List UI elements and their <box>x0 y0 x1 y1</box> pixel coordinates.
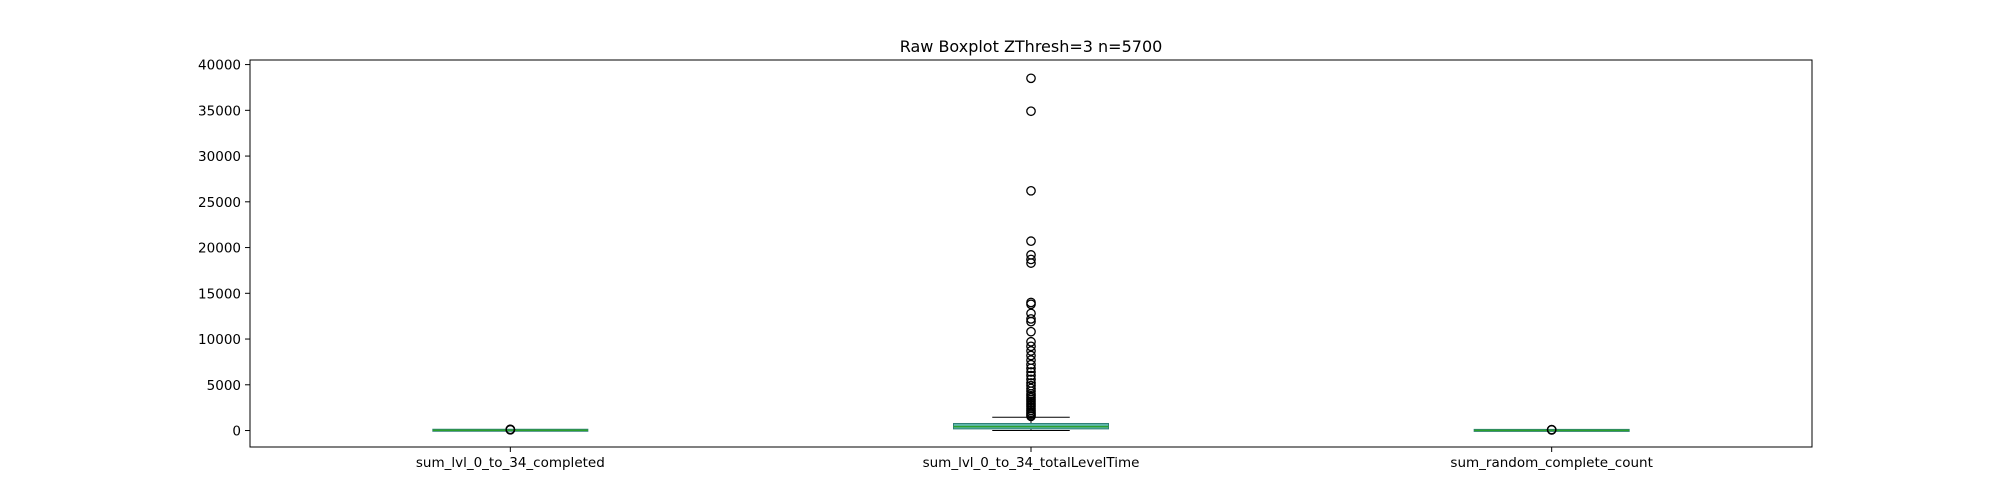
flier-0-3 <box>505 424 516 435</box>
y-tick-label-30000: 30000 <box>198 149 241 165</box>
flier-1-22 <box>1026 359 1036 370</box>
flier-1-30 <box>1026 314 1036 324</box>
flier-1-27 <box>1026 336 1036 347</box>
x-axis: sum_lvl_0_to_34_completed sum_lvl_0_to_34… <box>416 447 1653 471</box>
boxes-layer <box>432 73 1630 435</box>
plot-frame <box>249 59 1813 448</box>
y-tick-label-0: 0 <box>232 424 241 440</box>
chart-title: Raw Boxplot ZThresh=3 n=5700 <box>900 37 1163 56</box>
y-tick-label-5000: 5000 <box>207 378 241 394</box>
y-tick-label-10000: 10000 <box>198 332 241 348</box>
flier-1-20 <box>1026 367 1036 377</box>
x-tick-label-1: sum_lvl_0_to_34_totalLevelTime <box>923 455 1140 471</box>
flier-1-37 <box>1026 236 1036 246</box>
x-tick-label-2: sum_random_complete_count <box>1450 455 1653 471</box>
box-group-2 <box>1473 424 1630 435</box>
flier-1-17 <box>1026 378 1036 388</box>
flier-1-26 <box>1026 341 1036 352</box>
flier-1-24 <box>1026 350 1036 361</box>
flier-1-25 <box>1026 346 1036 356</box>
y-axis: 0 5000 10000 15000 20000 25000 30000 35000 40000 <box>198 58 250 440</box>
flier-1-40 <box>1026 73 1036 84</box>
flier-1-15 <box>1026 383 1036 394</box>
flier-1-18 <box>1026 374 1036 385</box>
flier-1-28 <box>1026 326 1036 337</box>
flier-2-2 <box>1546 424 1557 435</box>
flier-1-35 <box>1026 254 1036 265</box>
flier-1-31 <box>1026 308 1036 319</box>
flier-1-33 <box>1026 297 1036 308</box>
flier-1-19 <box>1026 370 1036 381</box>
box-group-0 <box>432 424 589 435</box>
flier-1-16 <box>1026 380 1036 391</box>
y-tick-label-20000: 20000 <box>198 241 241 257</box>
x-tick-label-0: sum_lvl_0_to_34_completed <box>416 455 605 471</box>
flier-1-36 <box>1026 250 1036 260</box>
y-tick-label-35000: 35000 <box>198 103 241 119</box>
y-tick-label-40000: 40000 <box>198 58 241 74</box>
flier-1-39 <box>1026 106 1036 117</box>
y-tick-label-25000: 25000 <box>198 195 241 211</box>
flier-1-38 <box>1026 185 1036 196</box>
y-tick-label-15000: 15000 <box>198 286 241 302</box>
box-group-1 <box>953 73 1109 432</box>
flier-1-23 <box>1026 355 1036 365</box>
